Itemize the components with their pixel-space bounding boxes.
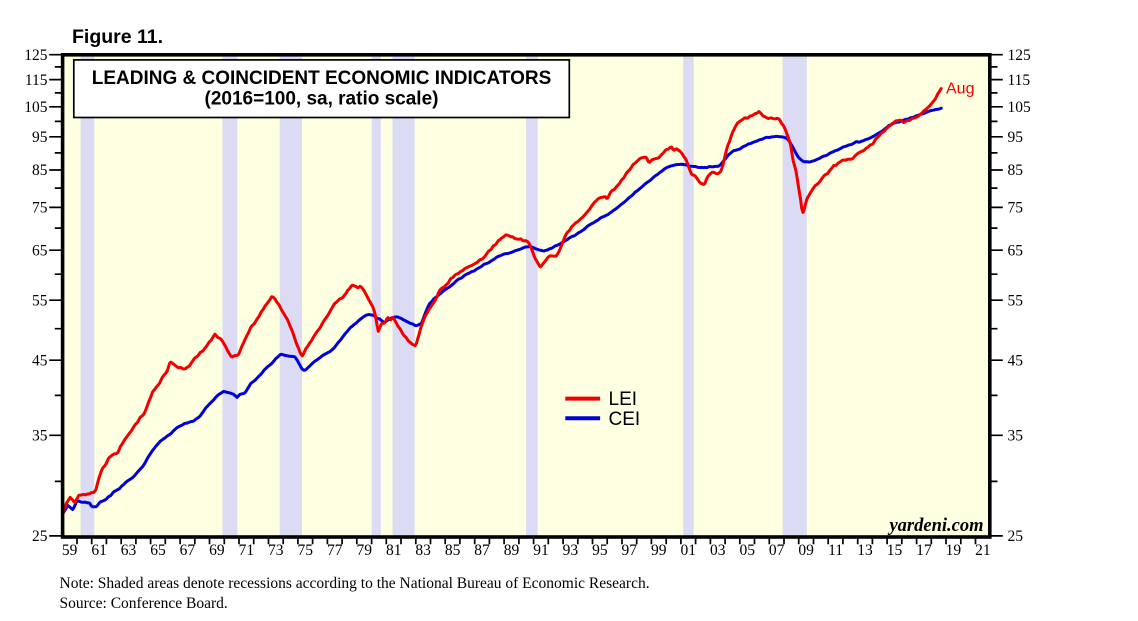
- svg-text:85: 85: [1008, 162, 1024, 179]
- svg-text:01: 01: [681, 542, 697, 559]
- svg-text:115: 115: [25, 72, 48, 89]
- svg-text:65: 65: [1008, 242, 1024, 259]
- svg-text:79: 79: [356, 542, 372, 559]
- svg-text:91: 91: [533, 542, 549, 559]
- svg-text:83: 83: [415, 542, 431, 559]
- svg-text:95: 95: [592, 542, 608, 559]
- svg-text:73: 73: [268, 542, 284, 559]
- svg-text:LEADING & COINCIDENT ECONOMIC: LEADING & COINCIDENT ECONOMIC INDICATORS: [92, 68, 552, 89]
- svg-text:85: 85: [445, 542, 461, 559]
- svg-text:35: 35: [1008, 428, 1024, 445]
- svg-text:25: 25: [32, 528, 48, 545]
- svg-text:59: 59: [62, 542, 78, 559]
- svg-text:81: 81: [386, 542, 402, 559]
- svg-text:Source: Conference Board.: Source: Conference Board.: [60, 595, 228, 612]
- svg-text:105: 105: [1008, 99, 1032, 116]
- svg-text:61: 61: [91, 542, 107, 559]
- svg-text:65: 65: [150, 542, 166, 559]
- svg-text:03: 03: [710, 542, 726, 559]
- svg-text:85: 85: [32, 162, 48, 179]
- svg-text:15: 15: [887, 542, 903, 559]
- svg-text:75: 75: [298, 542, 314, 559]
- svg-text:(2016=100, sa, ratio scale): (2016=100, sa, ratio scale): [205, 89, 439, 110]
- svg-text:65: 65: [32, 242, 48, 259]
- svg-text:89: 89: [504, 542, 520, 559]
- svg-text:21: 21: [975, 542, 991, 559]
- svg-text:13: 13: [857, 542, 873, 559]
- svg-text:125: 125: [1008, 47, 1032, 64]
- svg-text:05: 05: [739, 542, 755, 559]
- svg-text:35: 35: [32, 428, 48, 445]
- svg-text:55: 55: [1008, 292, 1024, 309]
- svg-text:45: 45: [1008, 352, 1024, 369]
- svg-text:95: 95: [1008, 129, 1024, 146]
- svg-text:25: 25: [1008, 528, 1024, 545]
- svg-text:45: 45: [32, 352, 48, 369]
- svg-text:07: 07: [769, 542, 785, 559]
- svg-text:Figure 11.: Figure 11.: [72, 26, 163, 48]
- svg-text:75: 75: [1008, 200, 1024, 217]
- svg-text:115: 115: [1008, 72, 1031, 89]
- svg-text:99: 99: [651, 542, 667, 559]
- svg-text:87: 87: [474, 542, 490, 559]
- svg-text:55: 55: [32, 292, 48, 309]
- svg-text:97: 97: [622, 542, 638, 559]
- svg-text:CEI: CEI: [609, 409, 641, 430]
- svg-text:Note: Shaded areas denote rece: Note: Shaded areas denote recessions acc…: [60, 575, 650, 592]
- svg-text:63: 63: [121, 542, 137, 559]
- svg-text:09: 09: [798, 542, 814, 559]
- svg-text:11: 11: [828, 542, 843, 559]
- svg-text:Aug: Aug: [946, 81, 974, 98]
- svg-text:105: 105: [24, 99, 48, 116]
- svg-text:LEI: LEI: [609, 389, 638, 410]
- svg-text:69: 69: [209, 542, 225, 559]
- svg-text:75: 75: [32, 200, 48, 217]
- svg-text:19: 19: [946, 542, 962, 559]
- svg-text:17: 17: [916, 542, 932, 559]
- svg-text:77: 77: [327, 542, 343, 559]
- svg-text:71: 71: [239, 542, 255, 559]
- svg-text:67: 67: [180, 542, 196, 559]
- svg-text:95: 95: [32, 129, 48, 146]
- svg-text:93: 93: [563, 542, 579, 559]
- svg-text:125: 125: [24, 47, 48, 64]
- svg-text:yardeni.com: yardeni.com: [887, 516, 983, 536]
